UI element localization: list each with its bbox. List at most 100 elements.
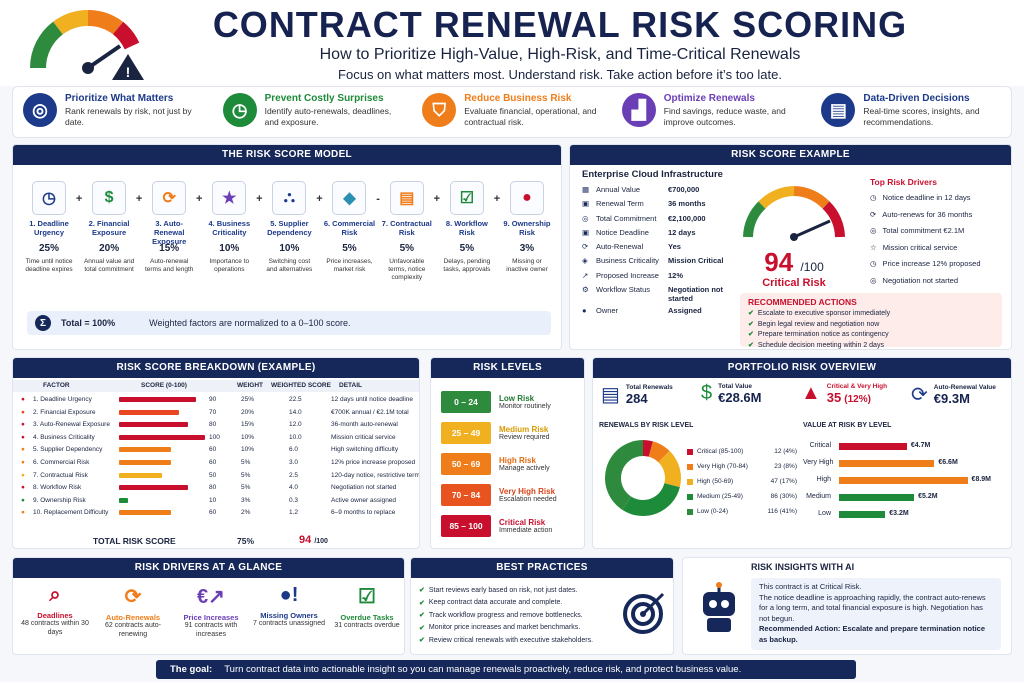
factor-weight: 25%	[38, 243, 59, 254]
factor-item: ◷ 1. Deadline Urgency 25% Time until notice…	[23, 181, 75, 282]
driver-icon: ☑	[358, 586, 376, 608]
kpi-item: $ Total Value €28.6M	[701, 382, 762, 405]
kpi-value: 35 (12%)	[826, 389, 871, 405]
panel-heading: RISK SCORE EXAMPLE	[570, 145, 1011, 165]
check-icon: ✔	[419, 612, 425, 620]
check-icon: ✔	[419, 637, 425, 645]
factor-icon: ●	[21, 396, 25, 403]
risk-level-label: Critical Risk	[762, 277, 826, 289]
level-desc: Review required	[499, 434, 550, 441]
benefit-desc: Identify auto-renewals, deadlines, and e…	[264, 106, 392, 127]
attribute-icon: ▣	[582, 227, 590, 237]
practice-item: ✔ Track workflow progress and remove bott…	[419, 609, 615, 622]
factor-weight: 5%	[342, 243, 357, 254]
weight-value: 5%	[241, 471, 251, 479]
total-desc: Weighted factors are normalized to a 0–1…	[149, 318, 351, 328]
ai-insight-box: This contract is at Critical Risk. The n…	[751, 578, 1001, 650]
action-text: Escalate to executive sponsor immediatel…	[757, 310, 891, 317]
page-title: CONTRACT RENEWAL RISK SCORING	[212, 4, 908, 45]
score-value: 80	[209, 421, 217, 429]
score-bar	[119, 422, 188, 428]
weighted-score: 14.0	[289, 408, 302, 416]
weighted-score: 0.3	[289, 496, 299, 504]
risk-level-item: 25 – 49 Medium Risk Review required	[441, 421, 576, 445]
total-weight-bar: Σ Total = 100% Weighted factors are norm…	[27, 311, 551, 335]
score-bar	[119, 447, 171, 453]
attribute-value: Yes	[668, 242, 681, 252]
legend-value: 86 (30%)	[770, 493, 797, 500]
attribute-label: Renewal Term	[596, 199, 644, 209]
attribute-value: 12 days	[668, 227, 696, 237]
weight-value: 10%	[241, 446, 255, 454]
panel-heading: RISK LEVELS	[431, 358, 584, 378]
legend-label: Low (0-24)	[697, 508, 729, 515]
driver-item: ⟳ Auto-renews for 36 months	[870, 210, 1006, 227]
weighted-score: 3.0	[289, 459, 299, 466]
attribute-row: ↗ Proposed Increase 12%	[582, 271, 730, 285]
table-row: ● 3. Auto-Renewal Exposure 80 15% 12.0 36-mon…	[13, 419, 419, 432]
factor-item: ● 9. Ownership Risk 3% Missing or inactive …	[501, 181, 553, 282]
factor-name: 7. Contractual Risk	[33, 471, 88, 479]
contract-name: Enterprise Cloud Infrastructure	[582, 169, 723, 180]
risk-gauge-icon	[743, 186, 845, 241]
factor-weight: 15%	[159, 243, 180, 254]
risk-level-item: 70 – 84 Very High Risk Escalation needed	[441, 483, 576, 507]
donut-chart: RENEWALS BY RISK LEVEL Critical (85-100)…	[599, 422, 799, 516]
benefit-title: Data-Driven Decisions	[863, 93, 970, 104]
factor-desc: Price increases, market risk	[326, 258, 373, 274]
panel-heading: THE RISK SCORE MODEL	[13, 145, 561, 165]
legend-label: Medium (25-49)	[697, 493, 743, 500]
benefits-bar: ◎ Prioritize What Matters Rank renewals by…	[12, 86, 1012, 138]
bar-label: €4.7M	[910, 442, 931, 449]
factor-item: ▤ 7. Contractual Risk 5% Unfavorable terms,…	[381, 181, 433, 282]
column-header: SCORE (0-100)	[141, 382, 187, 389]
detail: 6–9 months to replace	[331, 509, 396, 517]
page-subtitle: How to Prioritize High-Value, High-Risk,…	[319, 46, 801, 63]
check-icon: ✔	[748, 331, 754, 338]
table-row: ● 4. Business Criticality 100 10% 10.0 Missio…	[13, 432, 419, 445]
attribute-icon: ⟳	[582, 242, 589, 252]
level-range: 50 – 69	[441, 453, 491, 475]
weight-value: 5%	[241, 459, 251, 466]
factor-name: 9. Ownership Risk	[503, 219, 551, 237]
bar-label: €8.9M	[971, 476, 992, 483]
factor-icon: ▤	[389, 181, 424, 215]
factor-name: 3. Auto-Renewal Exposure	[33, 421, 110, 429]
factor-icon: ⟳	[152, 181, 187, 215]
attribute-row: ◎ Total Commitment €2,100,000	[582, 214, 730, 228]
detail: High switching difficulty	[331, 446, 399, 454]
benefit-item: ◷ Prevent Costly Surprises Identify auto-r…	[213, 87, 413, 137]
attribute-icon: ↗	[582, 270, 589, 280]
legend-value: 23 (8%)	[774, 463, 797, 470]
factor-weight: 10%	[219, 243, 240, 254]
benefit-desc: Evaluate financial, operational, and con…	[464, 106, 597, 127]
attribute-icon: ◈	[582, 256, 588, 266]
driver-icon: ◷	[870, 193, 877, 202]
kpi-title: Auto-Renewal Value	[933, 383, 996, 391]
gauge-logo-icon: !	[30, 10, 144, 80]
factor-name: 5. Supplier Dependency	[267, 219, 312, 237]
drivers-title: Top Risk Drivers	[870, 177, 937, 187]
document-icon: ▤	[821, 93, 856, 127]
legend-label: Very High (70-84)	[697, 463, 748, 470]
weight-value: 20%	[241, 408, 255, 416]
level-desc: Escalation needed	[499, 496, 557, 503]
bar-category: Very High	[803, 459, 834, 466]
table-row: ● 5. Supplier Dependency 60 10% 6.0 High swit…	[13, 444, 419, 457]
factor-weight: 5%	[399, 243, 415, 254]
legend-swatch	[687, 478, 693, 485]
factor-name: 5. Supplier Dependency	[33, 446, 103, 454]
level-range: 70 – 84	[441, 484, 491, 506]
action-text: Begin legal review and negotiation now	[757, 320, 880, 328]
weight-value: 3%	[241, 496, 251, 504]
kpi-title: Total Value	[718, 382, 752, 390]
legend-item: Medium (25-49) 86 (30%)	[687, 489, 797, 504]
target-icon	[623, 592, 665, 634]
donut-slice	[605, 440, 643, 510]
score-bar	[119, 497, 128, 503]
operator: +	[135, 193, 143, 205]
attribute-row: ◈ Business Criticality Mission Critical	[582, 256, 730, 270]
bar-row: Critical €4.7M	[803, 440, 1007, 454]
attribute-icon: ▦	[582, 185, 590, 194]
factor-name: 10. Replacement Difficulty	[33, 509, 109, 517]
